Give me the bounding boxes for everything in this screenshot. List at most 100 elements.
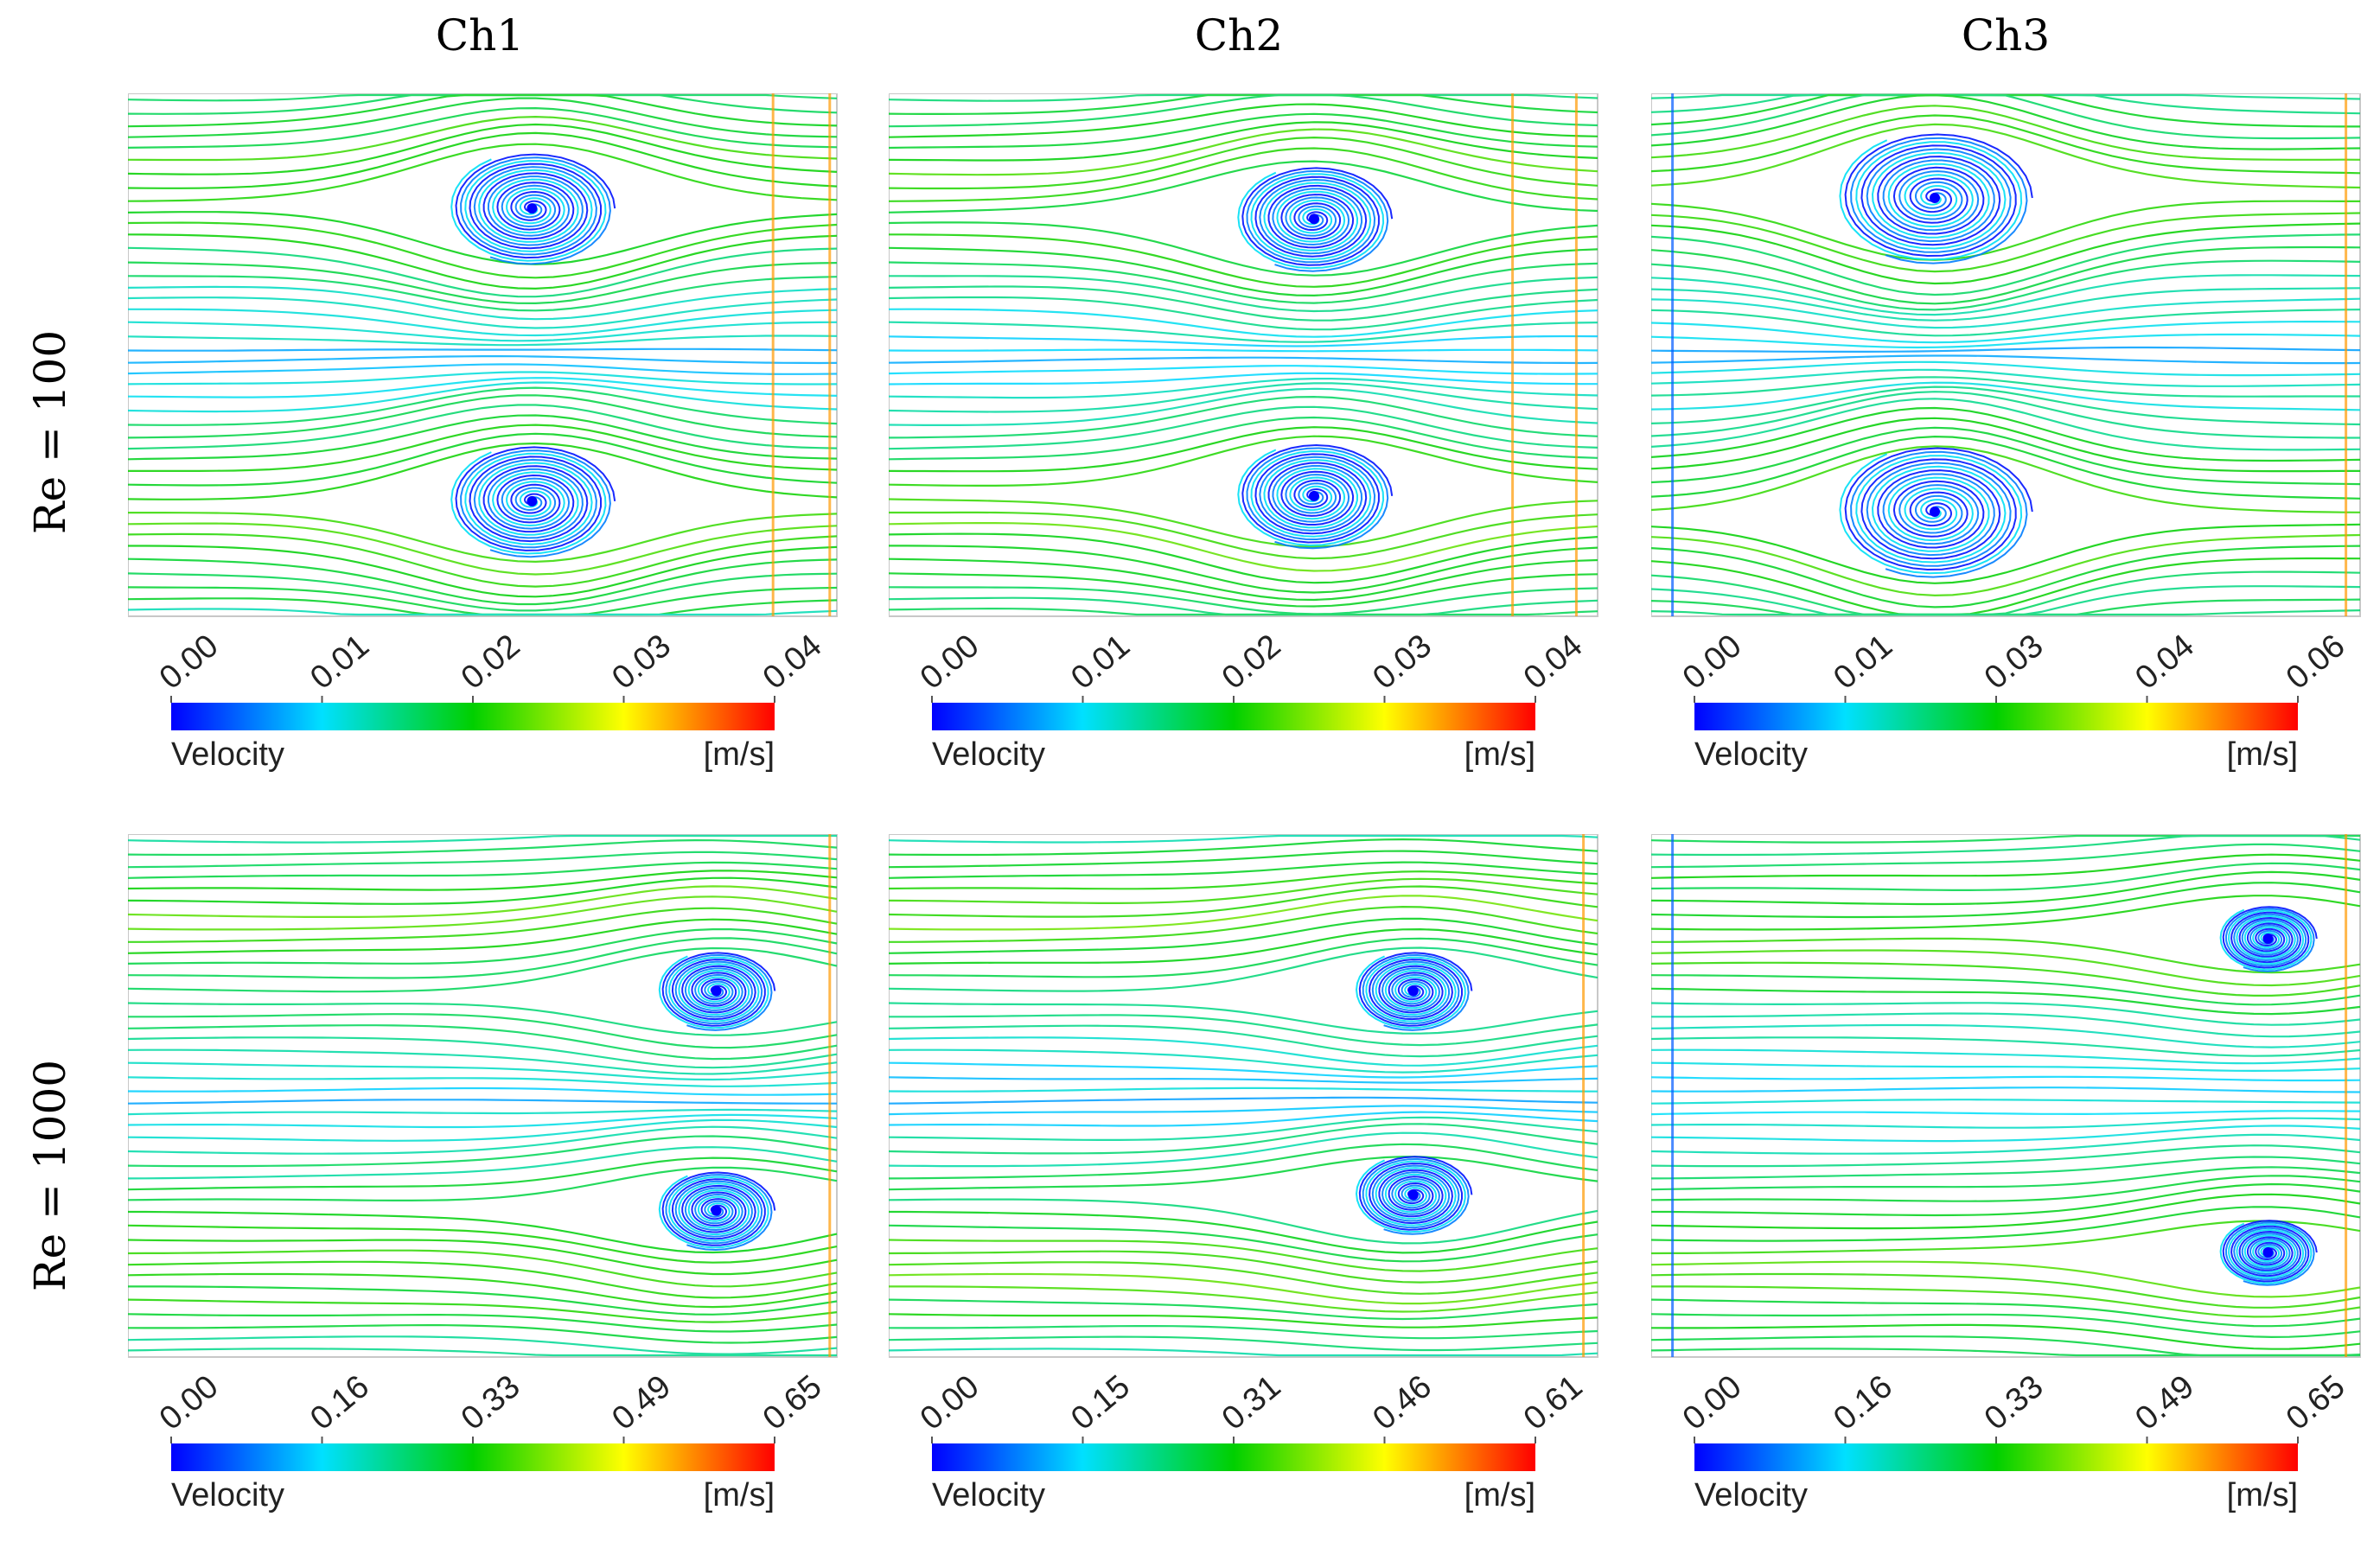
streamline xyxy=(128,895,838,931)
streamline xyxy=(889,1313,1598,1329)
panel-ch1-re100: 0.00 0.01 0.02 0.03 0.04 Velocity [m/s] xyxy=(128,93,871,785)
streamline xyxy=(128,876,838,905)
streamline xyxy=(889,426,1598,473)
streamline xyxy=(889,895,1598,931)
colorbar-label: Velocity xyxy=(1694,1477,1808,1513)
panel-ch2-re1000: 0.00 0.15 0.31 0.46 0.61 Velocity [m/s] xyxy=(889,834,1632,1526)
vortex-core xyxy=(1407,1189,1419,1201)
streamline xyxy=(889,128,1598,176)
streamline xyxy=(889,103,1598,138)
streamline xyxy=(889,850,1598,869)
streamline xyxy=(128,907,838,943)
vortex-core xyxy=(2262,1247,2274,1258)
streamline xyxy=(1651,1061,2361,1073)
vortex-spiral xyxy=(455,153,616,259)
vortex-spiral xyxy=(665,953,773,1031)
colorbar-tick-label: 0.33 xyxy=(455,1368,527,1437)
streamline xyxy=(889,1198,1598,1245)
streamline xyxy=(889,1105,1598,1116)
streamline xyxy=(1651,1048,2361,1065)
streamline xyxy=(128,1061,838,1081)
streamline xyxy=(1651,287,2361,322)
streamline xyxy=(1651,937,2361,974)
streamline xyxy=(128,355,838,365)
streamline xyxy=(128,246,838,298)
streamline xyxy=(1651,200,2360,261)
vortex xyxy=(1237,167,1394,272)
colorbar-unit: [m/s] xyxy=(1464,736,1535,773)
colorbar-tick-label: 0.00 xyxy=(1676,628,1749,697)
vortex-core xyxy=(2262,933,2274,944)
colorbar-tick-label: 0.15 xyxy=(1064,1368,1137,1437)
streamline xyxy=(889,416,1598,461)
streamline xyxy=(1651,1002,2361,1026)
streamline xyxy=(889,395,1598,439)
streamline xyxy=(128,1125,838,1155)
streamline xyxy=(128,143,838,202)
colorbar-tick-label: 0.00 xyxy=(153,628,226,697)
streamline xyxy=(1651,1099,2361,1105)
streamline xyxy=(128,1113,838,1129)
streamline xyxy=(128,1013,838,1049)
plot-frame xyxy=(889,834,1598,1358)
colorbar-unit: [m/s] xyxy=(704,736,775,773)
streamline xyxy=(889,1325,1598,1340)
streamline xyxy=(889,308,1598,338)
vortex-core xyxy=(526,495,538,507)
colorbar-unit: [m/s] xyxy=(2227,736,2298,773)
streamline xyxy=(128,414,838,461)
streamlines xyxy=(889,93,1598,616)
streamline xyxy=(1651,445,2361,513)
colorbar-unit: [m/s] xyxy=(1464,1477,1535,1513)
streamline xyxy=(889,1111,1598,1127)
streamline xyxy=(128,608,838,616)
streamline xyxy=(128,1272,838,1309)
vortex-spiral xyxy=(2222,1220,2318,1283)
streamlines xyxy=(1651,93,2361,616)
colorbar xyxy=(171,1443,775,1471)
streamline xyxy=(128,1335,838,1355)
vortex-spiral xyxy=(460,449,611,558)
streamline xyxy=(128,261,838,305)
streamline xyxy=(128,347,838,352)
streamline xyxy=(128,1118,838,1142)
streamline xyxy=(128,404,838,450)
colorbar-tick-label: 0.00 xyxy=(914,1368,986,1437)
streamline xyxy=(1651,333,2361,349)
streamline xyxy=(1651,1348,2360,1357)
streamline xyxy=(128,106,838,149)
colorbar-label: Velocity xyxy=(932,1477,1045,1513)
streamline xyxy=(1651,1086,2361,1093)
streamline-plot: 0.00 0.16 0.33 0.49 0.65 Velocity [m/s] xyxy=(128,834,838,1513)
streamline xyxy=(128,308,838,337)
streamline xyxy=(1651,1012,2361,1038)
streamline xyxy=(889,1250,1598,1284)
streamline xyxy=(1651,354,2361,365)
streamline xyxy=(128,870,838,891)
streamline xyxy=(1651,987,2361,1016)
streamline xyxy=(1651,368,2361,387)
colorbar-tick-label: 0.04 xyxy=(1517,628,1590,697)
vortex-spiral xyxy=(658,955,769,1029)
vortex-spiral xyxy=(1844,133,2033,258)
streamline xyxy=(1651,1298,2361,1328)
streamline xyxy=(128,1099,837,1105)
vortex-spiral xyxy=(1850,450,2028,578)
streamline xyxy=(128,834,837,844)
streamline xyxy=(1651,1193,2361,1230)
vortex-core xyxy=(1930,193,1940,203)
colorbar xyxy=(171,703,775,730)
colorbar-tick-label: 0.02 xyxy=(455,628,527,697)
colorbar-tick-label: 0.00 xyxy=(153,1368,226,1437)
vortex-spiral xyxy=(450,451,607,555)
streamline xyxy=(1651,882,2361,919)
streamline xyxy=(128,371,838,386)
streamline xyxy=(1651,222,2361,285)
streamline xyxy=(889,275,1598,313)
streamline xyxy=(889,1123,1598,1155)
streamline xyxy=(128,1313,838,1333)
colorbar-tick-label: 0.46 xyxy=(1366,1368,1439,1437)
colorbar-tick-label: 0.00 xyxy=(914,628,986,697)
streamline xyxy=(128,221,838,279)
streamline xyxy=(1651,1323,2361,1350)
